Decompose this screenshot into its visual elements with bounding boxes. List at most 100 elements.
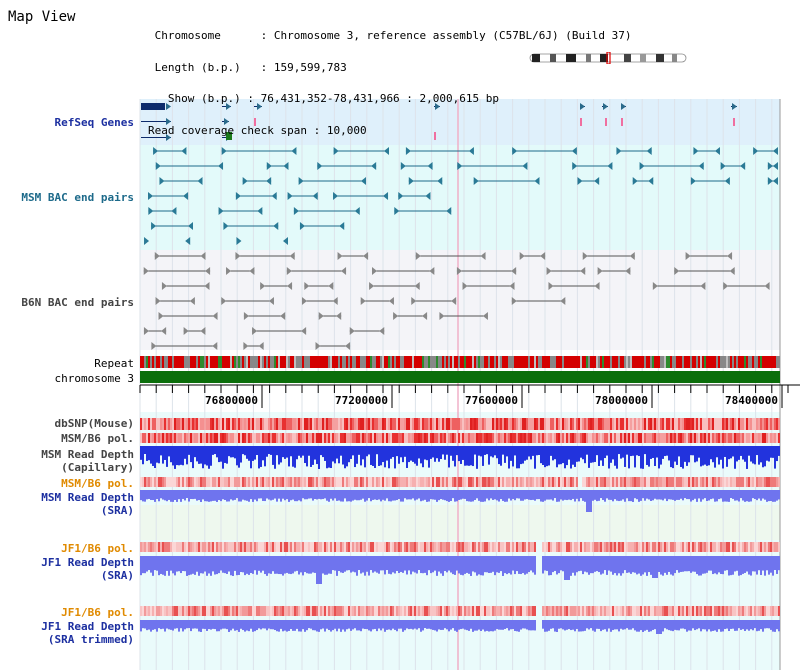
jf1-b6-pol-heat-1: [462, 542, 464, 552]
b6n-bac-end: [349, 327, 355, 335]
repeat-segment: [682, 356, 684, 368]
msm-depth-sra-bar: [178, 490, 180, 500]
msm-b6-pol-heat-1: [772, 433, 774, 443]
jf1-b6-pol-heat-2: [610, 606, 612, 616]
dbsnp-heat: [622, 418, 624, 430]
repeat-segment: [438, 356, 440, 368]
msm-depth-sra-bar: [286, 490, 288, 500]
msm-b6-pol-heat-2: [320, 477, 322, 487]
msm-depth-sra-bar: [442, 490, 444, 500]
b6n-bac-label[interactable]: B6N BAC end pairs: [21, 296, 134, 309]
jf1-b6-pol-heat-2: [260, 606, 262, 616]
msm-depth-capillary-label-1[interactable]: MSM Read Depth: [41, 448, 134, 461]
dbsnp-heat: [576, 418, 578, 430]
msm-depth-capillary-bar: [424, 446, 426, 460]
repeat-segment: [596, 356, 598, 368]
msm-depth-sra-bar: [514, 490, 516, 501]
dbsnp-heat: [190, 418, 192, 430]
msm-depth-sra-label-1[interactable]: MSM Read Depth: [41, 491, 134, 504]
repeat-segment: [140, 356, 142, 368]
jf1-depth-trim-bar: [608, 620, 610, 629]
jf1-depth-sra-bar: [350, 556, 352, 573]
jf1-depth-trim-bar: [616, 620, 618, 630]
jf1-b6-pol-heat-2: [684, 606, 686, 616]
msm-depth-capillary-bar: [518, 446, 520, 469]
jf1-b6-pol-heat-2: [532, 606, 534, 616]
msm-depth-sra-bar: [560, 490, 562, 500]
dbsnp-heat: [554, 418, 556, 430]
dbsnp-heat: [324, 418, 326, 430]
msm-b6-pol-heat-1: [420, 433, 422, 443]
msm-b6-pol-heat-2: [464, 477, 466, 487]
jf1-depth-trim-bar: [302, 620, 304, 630]
msm-depth-sra-bar: [458, 490, 460, 500]
dbsnp-label[interactable]: dbSNP(Mouse): [54, 417, 134, 430]
msm-b6-pol-label-1[interactable]: MSM/B6 pol.: [61, 432, 134, 445]
msm-depth-capillary-bar: [406, 446, 408, 468]
jf1-depth-trim-bar: [706, 620, 708, 632]
msm-depth-sra-bar: [452, 490, 454, 499]
jf1-b6-pol-heat-1: [430, 542, 432, 552]
repeat-segment: [462, 356, 464, 368]
msm-depth-sra-bar: [486, 490, 488, 499]
msm-depth-capillary-bar: [564, 446, 566, 469]
jf1-b6-pol-heat-1: [444, 542, 446, 552]
jf1-depth-trim-bar: [184, 620, 186, 630]
msm-bac-end: [287, 192, 293, 200]
msm-b6-pol-heat-1: [364, 433, 366, 443]
msm-depth-sra-bar: [340, 490, 342, 502]
dbsnp-heat: [430, 418, 432, 430]
msm-depth-capillary-bar: [562, 446, 564, 464]
msm-depth-sra-bar: [300, 490, 302, 502]
jf1-depth-trim-bar: [190, 620, 192, 632]
jf1-b6-pol-heat-1: [486, 542, 488, 552]
jf1-depth-sra-bar: [412, 556, 414, 572]
msm-depth-capillary-bar: [330, 446, 332, 469]
dbsnp-heat: [450, 418, 452, 430]
jf1-b6-pol-label-2[interactable]: JF1/B6 pol.: [61, 606, 134, 619]
repeat-segment: [330, 356, 332, 368]
repeat-segment: [386, 356, 388, 368]
jf1-b6-pol-heat-1: [358, 542, 360, 552]
msm-b6-pol-heat-2: [294, 477, 296, 487]
msm-depth-sra-bar: [216, 490, 218, 502]
jf1-b6-pol-heat-2: [454, 606, 456, 616]
msm-b6-pol-heat-1: [348, 433, 350, 443]
msm-b6-pol-heat-1: [578, 433, 580, 443]
dbsnp-heat: [634, 418, 636, 430]
msm-depth-sra-bar: [600, 490, 602, 499]
jf1-depth-trim-bar: [476, 620, 478, 631]
msm-bac-label[interactable]: MSM BAC end pairs: [21, 191, 134, 204]
jf1-depth-sra-bar: [692, 556, 694, 572]
msm-b6-pol-heat-2: [180, 477, 182, 487]
jf1-depth-trim-label-1[interactable]: JF1 Read Depth: [41, 620, 134, 633]
msm-b6-pol-heat-1: [276, 433, 278, 443]
jf1-b6-pol-label-1[interactable]: JF1/B6 pol.: [61, 542, 134, 555]
msm-b6-pol-label-2[interactable]: MSM/B6 pol.: [61, 477, 134, 490]
jf1-b6-pol-heat-1: [708, 542, 710, 552]
msm-b6-pol-heat-1: [352, 433, 354, 443]
chromosome-ideogram[interactable]: [528, 52, 688, 64]
jf1-b6-pol-heat-1: [544, 542, 546, 552]
msm-b6-pol-heat-2: [406, 477, 408, 487]
msm-b6-pol-heat-1: [372, 433, 374, 443]
jf1-b6-pol-heat-1: [328, 542, 330, 552]
jf1-b6-pol-heat-2: [234, 606, 236, 616]
jf1-b6-pol-heat-1: [194, 542, 196, 552]
msm-b6-pol-heat-1: [234, 433, 236, 443]
msm-depth-sra-bar: [778, 490, 780, 500]
jf1-b6-pol-heat-1: [698, 542, 700, 552]
msm-b6-pol-heat-1: [406, 433, 408, 443]
jf1-depth-sra-label-1[interactable]: JF1 Read Depth: [41, 556, 134, 569]
msm-depth-sra-bar: [678, 490, 680, 500]
msm-depth-capillary-bar: [538, 446, 540, 455]
msm-b6-pol-heat-2: [586, 477, 588, 487]
msm-b6-pol-heat-2: [480, 477, 482, 487]
msm-depth-sra-bar: [732, 490, 734, 499]
jf1-depth-trim-bar: [400, 620, 402, 629]
dbsnp-heat: [218, 418, 220, 430]
msm-depth-capillary-bar: [164, 446, 166, 460]
repeat-segment: [662, 356, 664, 368]
refseq-genes-label[interactable]: RefSeq Genes: [54, 116, 134, 129]
msm-b6-pol-heat-1: [290, 433, 292, 443]
